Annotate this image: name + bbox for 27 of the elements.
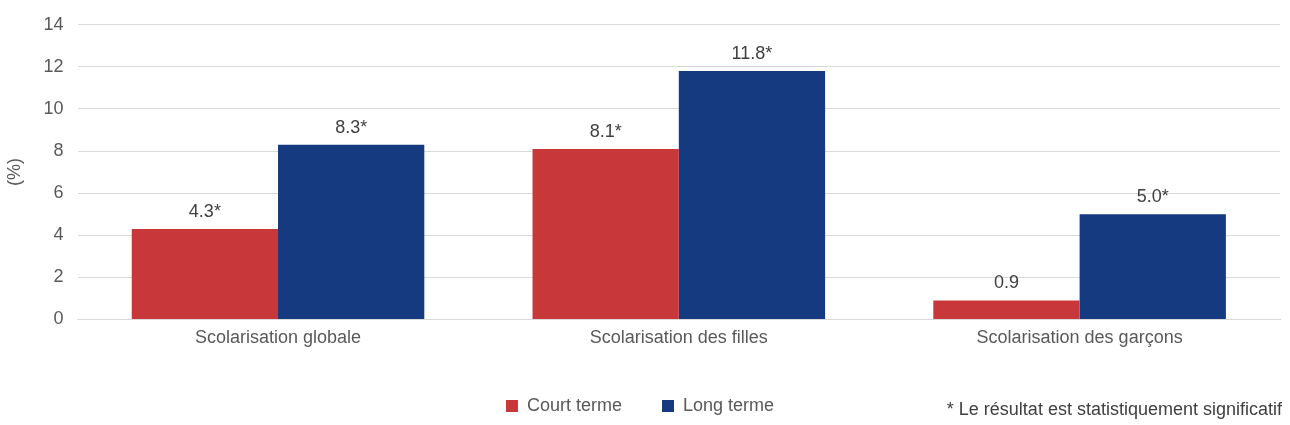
text: * Le résultat est statistiquement significatif (946, 398, 1283, 419)
y-tick-label: 4 (53, 224, 64, 245)
bar (1079, 214, 1226, 319)
data-label: 0.9 (993, 272, 1019, 293)
y-tick-label: 2 (53, 266, 64, 287)
data-label: 8.3* (335, 116, 368, 137)
y-tick-label: 14 (43, 13, 64, 34)
data-label: 8.1* (589, 120, 622, 141)
y-tick-label: 12 (43, 55, 64, 76)
x-tick-label: Scolarisation des filles (589, 327, 768, 348)
bar (278, 144, 425, 319)
x-tick-label: Scolarisation des garçons (976, 327, 1183, 348)
y-axis-title: (%) (3, 158, 24, 187)
y-tick-label: 8 (53, 140, 64, 161)
y-tick-label: 0 (53, 308, 64, 329)
data-label: 5.0* (1136, 186, 1169, 207)
legend-label: Long terme (682, 394, 775, 415)
bar (532, 148, 679, 319)
data-label: 11.8* (731, 43, 773, 64)
data-label: 4.3* (188, 200, 221, 221)
bar (678, 71, 826, 319)
x-tick-label: Scolarisation globale (194, 327, 362, 348)
legend-label: Court terme (526, 394, 622, 415)
bar (131, 228, 279, 319)
y-tick-label: 6 (53, 182, 64, 203)
bar (933, 300, 1080, 319)
y-tick-label: 10 (43, 97, 64, 118)
